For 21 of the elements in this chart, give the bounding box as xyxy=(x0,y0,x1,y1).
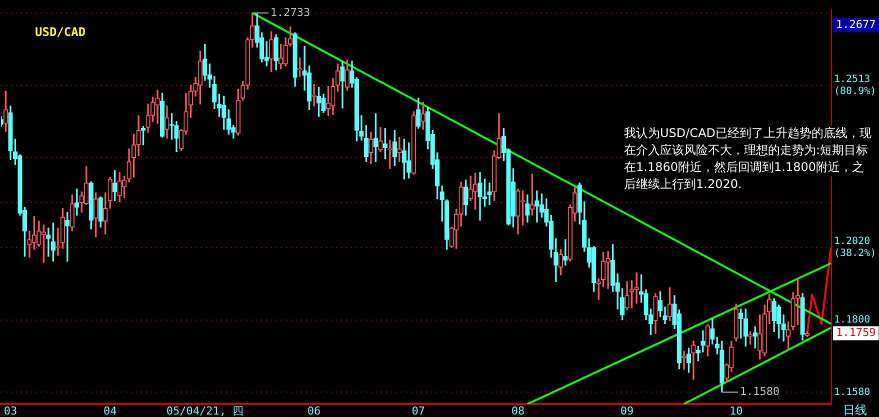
candlestick xyxy=(691,340,696,380)
text: USD/CAD xyxy=(35,25,86,40)
y-tick-label: 1.2513 (80.9%) xyxy=(834,74,876,97)
text: 1.1759 xyxy=(836,326,876,340)
text: 1.2677 xyxy=(836,18,876,31)
candlestick xyxy=(682,350,686,370)
y-tick-label: 1.2020 (38.2%) xyxy=(834,236,876,260)
y-tick-label: 1.1580 xyxy=(834,386,870,398)
x-tick-label: 07 xyxy=(412,404,425,417)
x-tick-label: 10 xyxy=(730,404,743,417)
annotation: 1.1580 xyxy=(740,385,780,398)
x-tick-label: 06 xyxy=(307,404,321,417)
x-tick-label: 08 xyxy=(511,404,525,417)
x-tick-label: 05/04/21, 四 xyxy=(166,404,244,417)
x-tick-label: 04 xyxy=(103,404,118,417)
x-tick-label: 09 xyxy=(620,404,634,417)
text: 日线 xyxy=(843,403,867,417)
annotation: 1.2733 xyxy=(270,6,310,19)
annotation: 我认为USD/CAD已经到了上升趋势的底线，现在介入应该风险不大，理想的走势为:短期目标在1.1860附近，然后回调到1.1800附近，之后继续上行到1.2020. xyxy=(624,126,872,192)
y-tick-label: 1.1800 xyxy=(834,314,870,326)
x-tick-label: 03 xyxy=(4,404,18,417)
